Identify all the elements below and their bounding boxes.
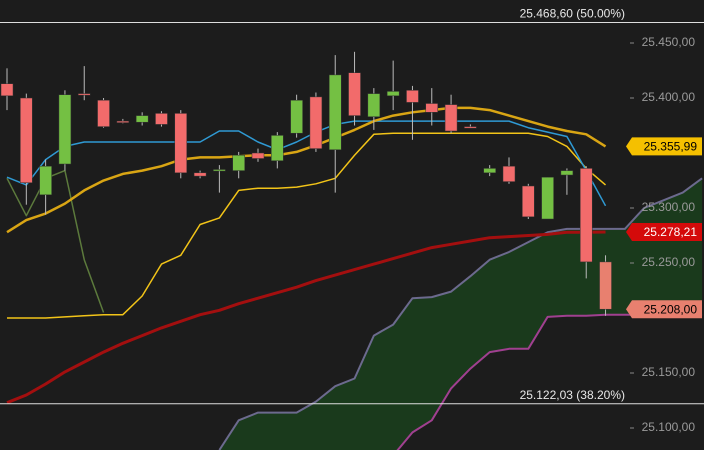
price-tag-label: 25.355,99	[644, 140, 698, 154]
candle-body	[20, 97, 33, 183]
candle-body	[290, 99, 303, 134]
price-tag	[626, 222, 702, 241]
candle-body	[213, 169, 226, 172]
candle-body	[560, 170, 574, 176]
candle-body	[579, 168, 593, 263]
candle-body	[464, 126, 477, 129]
price-tag-label: 25.208,00	[644, 302, 698, 316]
candle-body	[77, 93, 91, 96]
candle-body	[271, 135, 284, 161]
indicator-line	[6, 230, 606, 405]
candle-body	[599, 261, 612, 310]
candle-body	[97, 99, 110, 127]
candle-body	[367, 93, 381, 117]
candle-body	[155, 113, 168, 125]
candle-body	[232, 154, 245, 171]
y-tick-label: 25.400,00	[642, 90, 696, 104]
indicator-line	[7, 132, 607, 319]
candle-body	[483, 168, 496, 174]
candle-body	[522, 185, 535, 218]
y-tick-label: 25.150,00	[642, 365, 696, 379]
candle-body	[386, 91, 400, 97]
candle-body	[0, 83, 14, 97]
candle-body	[348, 72, 361, 116]
candle-body	[502, 165, 516, 182]
candle-body	[444, 104, 458, 132]
price-tag	[626, 137, 702, 156]
candle-body	[309, 96, 323, 149]
candle-body	[116, 120, 130, 123]
candle-body	[58, 94, 72, 165]
cloud-upper-line	[218, 177, 703, 450]
level-label: 25.122,03 (38.20%)	[520, 388, 625, 402]
candle-body	[135, 115, 149, 123]
price-tag-label: 25.278,21	[644, 225, 698, 239]
indicator-line	[6, 120, 607, 207]
candle-body	[406, 90, 419, 103]
price-tag	[626, 300, 702, 319]
y-tick-label: 25.300,00	[642, 200, 696, 214]
y-tick-label: 25.450,00	[642, 35, 696, 49]
candle-body	[251, 152, 265, 159]
candle-body	[174, 113, 188, 174]
candle-body	[328, 74, 342, 150]
indicator-line	[6, 169, 105, 313]
y-tick-label: 25.250,00	[642, 255, 696, 269]
indicator-line	[6, 106, 607, 234]
candle-body	[39, 165, 52, 196]
candle-body	[425, 103, 439, 113]
candle-body	[541, 176, 554, 220]
y-tick-label: 25.100,00	[642, 420, 696, 434]
candle-body	[193, 172, 207, 177]
level-label: 25.468,60 (50.00%)	[520, 7, 625, 21]
